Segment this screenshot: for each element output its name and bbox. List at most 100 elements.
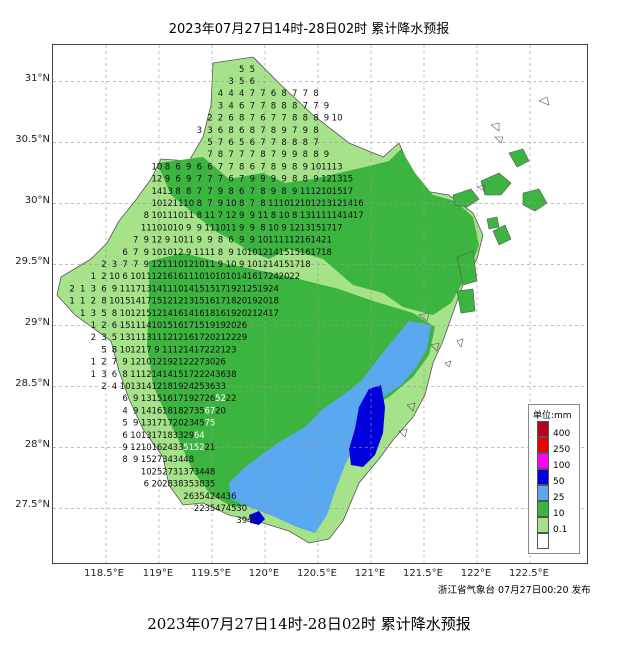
station-value: 7 bbox=[313, 138, 318, 148]
station-value: 8 bbox=[303, 138, 308, 148]
station-value: 18 bbox=[300, 260, 311, 270]
lon-label-118-5e: 118.5°E bbox=[84, 568, 124, 579]
station-value: 18 bbox=[162, 382, 173, 392]
station-value: 11 bbox=[204, 223, 215, 233]
station-value: 8 bbox=[197, 199, 202, 209]
lon-label-119-5e: 119.5°E bbox=[191, 568, 231, 579]
station-value: 14 bbox=[151, 284, 162, 294]
station-value: 6 bbox=[175, 175, 180, 185]
station-value: 8 bbox=[260, 223, 265, 233]
station-value: 12 bbox=[289, 199, 300, 209]
station-value: 12 bbox=[162, 297, 173, 307]
station-value: 17 bbox=[141, 297, 152, 307]
legend-item-none bbox=[537, 533, 581, 549]
station-value: 15 bbox=[342, 175, 353, 185]
station-value: 26 bbox=[183, 492, 194, 502]
station-value: 12 bbox=[173, 345, 184, 355]
station-value: 19 bbox=[215, 321, 226, 331]
station-value: 12 bbox=[162, 199, 173, 209]
station-value: 8 bbox=[197, 211, 202, 221]
lon-label-121e: 121°E bbox=[354, 568, 386, 579]
station-value: 10 bbox=[109, 297, 120, 307]
station-value: 45 bbox=[226, 504, 237, 514]
station-value: 10 bbox=[300, 199, 311, 209]
station-value: 6 bbox=[218, 126, 223, 136]
station-value: 13 bbox=[141, 419, 152, 429]
station-value: 6 bbox=[228, 175, 233, 185]
station-value: 16 bbox=[151, 406, 162, 416]
station-value: 11 bbox=[194, 248, 205, 258]
lon-label-122-5e: 122.5°E bbox=[509, 568, 549, 579]
station-value: 6 bbox=[228, 114, 233, 124]
station-value: 8 bbox=[239, 114, 244, 124]
station-value: 9 bbox=[324, 101, 329, 111]
station-value: 10 bbox=[141, 443, 152, 453]
station-value: 2 bbox=[101, 321, 106, 331]
station-value: 12 bbox=[130, 443, 141, 453]
legend-value: 100 bbox=[553, 461, 571, 471]
station-value: 9 bbox=[186, 162, 191, 172]
station-value: 10 bbox=[268, 223, 279, 233]
station-value: 7 bbox=[260, 162, 265, 172]
station-value: 10 bbox=[183, 199, 194, 209]
station-value: 16 bbox=[247, 272, 258, 282]
station-value: 14 bbox=[151, 187, 162, 197]
legend-item-0-1: 0.1 bbox=[537, 517, 581, 535]
station-value: 7 bbox=[218, 138, 223, 148]
station-value: 16 bbox=[300, 248, 311, 258]
legend-value: 400 bbox=[553, 429, 571, 439]
legend-swatch bbox=[537, 533, 549, 549]
station-value: 8 bbox=[165, 162, 170, 172]
station-value: 12 bbox=[151, 382, 162, 392]
station-value: 47 bbox=[215, 504, 226, 514]
station-value: 27 bbox=[151, 455, 162, 465]
station-value: 34 bbox=[162, 455, 173, 465]
station-value: 24 bbox=[162, 443, 173, 453]
station-value: 9 bbox=[313, 175, 318, 185]
station-value: 31 bbox=[173, 467, 184, 477]
station-value: 15 bbox=[279, 248, 290, 258]
station-value: 15 bbox=[310, 223, 321, 233]
station-value: 1 bbox=[91, 272, 96, 282]
station-value: 5 bbox=[122, 419, 127, 429]
station-value: 9 bbox=[218, 187, 223, 197]
station-value: 44 bbox=[215, 492, 226, 502]
station-value: 10 bbox=[173, 284, 184, 294]
station-value: 24 bbox=[204, 370, 215, 380]
station-value: 34 bbox=[173, 455, 184, 465]
station-value: 10 bbox=[120, 382, 131, 392]
station-value: 13 bbox=[300, 211, 311, 221]
station-value: 9 bbox=[197, 223, 202, 233]
station-value: 9 bbox=[218, 260, 223, 270]
station-value: 10 bbox=[215, 223, 226, 233]
station-value: 15 bbox=[141, 309, 152, 319]
station-value: 8 bbox=[271, 126, 276, 136]
station-value: 2 bbox=[91, 333, 96, 343]
station-value: 5 bbox=[250, 65, 255, 75]
station-value: 12 bbox=[173, 333, 184, 343]
station-value: 6 bbox=[228, 236, 233, 246]
station-value: 10 bbox=[173, 223, 184, 233]
station-value: 9 bbox=[133, 406, 138, 416]
station-value: 10 bbox=[226, 272, 237, 282]
station-value: 7 bbox=[250, 101, 255, 111]
station-value: 9 bbox=[250, 236, 255, 246]
station-value: 2 bbox=[101, 358, 106, 368]
station-value: 8 bbox=[218, 150, 223, 160]
station-value: 17 bbox=[183, 370, 194, 380]
station-value: 33 bbox=[173, 431, 184, 441]
legend-item-100: 100 bbox=[537, 453, 581, 471]
small-islets bbox=[398, 96, 550, 438]
station-value: 8 bbox=[175, 187, 180, 197]
station-value: 15 bbox=[194, 297, 205, 307]
station-value: 11 bbox=[120, 284, 131, 294]
legend-value: 10 bbox=[553, 509, 565, 519]
station-value: 11 bbox=[162, 345, 173, 355]
station-value: 24 bbox=[257, 309, 268, 319]
station-value: 7 bbox=[197, 175, 202, 185]
station-value: 11 bbox=[162, 260, 173, 270]
station-value: 8 bbox=[292, 162, 297, 172]
station-value: 24 bbox=[268, 284, 279, 294]
station-value: 11 bbox=[279, 236, 290, 246]
caption: 2023年07月27日14时-28日02时 累计降水预报 bbox=[147, 615, 471, 633]
